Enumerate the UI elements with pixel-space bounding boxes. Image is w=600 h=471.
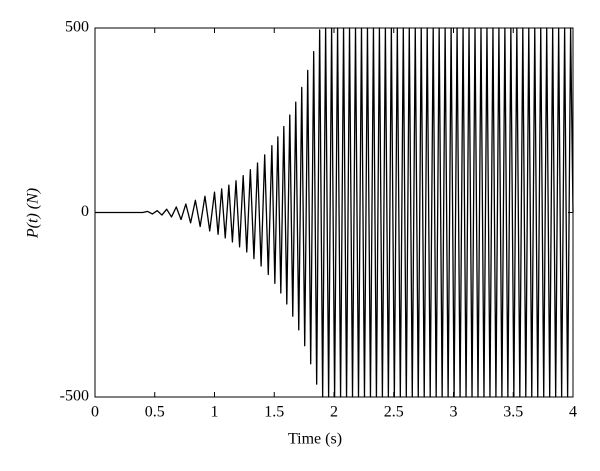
x-tick-label: 3.5	[503, 404, 523, 421]
x-tick-label: 0.5	[145, 404, 165, 421]
x-tick-label: 1	[211, 404, 219, 421]
y-tick-label: -500	[60, 388, 89, 405]
x-tick-label: 3	[450, 404, 458, 421]
x-tick-label: 4	[569, 404, 577, 421]
x-tick-label: 1.5	[264, 404, 284, 421]
y-axis-label: P(t) (N)	[25, 188, 42, 239]
x-tick-label: 0	[91, 404, 99, 421]
y-tick-label: 0	[81, 203, 89, 220]
x-tick-label: 2.5	[384, 404, 404, 421]
signal-line	[95, 27, 574, 398]
y-tick-label: 500	[65, 19, 89, 36]
x-tick-label: 2	[330, 404, 338, 421]
x-axis-label: Time (s)	[288, 431, 342, 448]
